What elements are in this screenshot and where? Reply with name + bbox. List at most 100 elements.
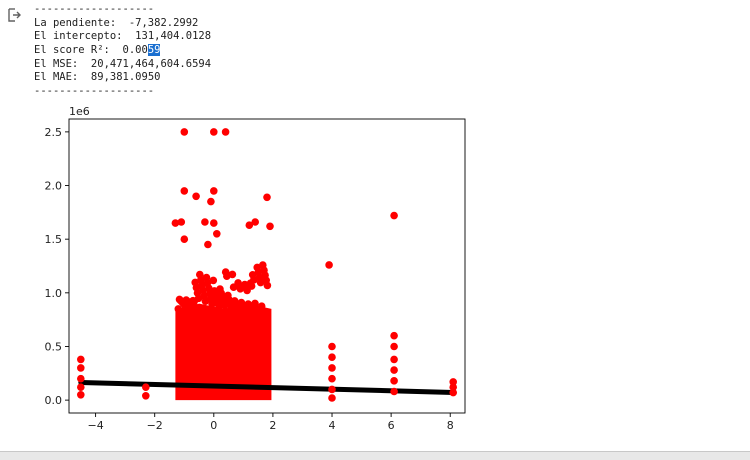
intercepto-value: 131,404.0128 [135, 30, 212, 43]
x-tick-label: 2 [269, 419, 276, 432]
scatter-point [390, 342, 398, 351]
scatter-point [229, 283, 238, 292]
horizontal-scrollbar[interactable] [0, 451, 750, 460]
scatter-point [201, 218, 209, 226]
score-line: El score R²: 0.0059 [34, 44, 211, 58]
y-tick-label: 1.0 [45, 287, 63, 300]
scatter-point [325, 261, 333, 269]
scatter-point [449, 383, 458, 392]
scatter-point [210, 187, 218, 195]
scatter-point [223, 272, 231, 281]
y-offset-text: 1e6 [69, 105, 90, 118]
scatter-point [390, 211, 398, 220]
scatter-point [390, 355, 398, 364]
scatter-point [77, 383, 85, 392]
scatter-point [177, 218, 186, 226]
scatter-point [171, 219, 180, 227]
scatter-point [181, 301, 189, 310]
scatter-point [210, 219, 218, 227]
dense-point-mass [175, 303, 272, 401]
axes-frame [68, 118, 466, 414]
scatter-point [192, 192, 200, 201]
pendiente-line: La pendiente: -7,382.2992 [34, 17, 211, 31]
intercepto-line: El intercepto: 131,404.0128 [34, 30, 211, 44]
mse-line: El MSE: 20,471,464,604.6594 [34, 58, 211, 72]
separator-bottom: ------------------- [34, 85, 155, 98]
scatter-point [215, 303, 223, 312]
x-tick-label: 8 [447, 419, 454, 432]
scatter-point [263, 281, 272, 290]
scatter-point [390, 366, 398, 374]
mse-label: El MSE: [34, 57, 79, 70]
scatter-point [328, 353, 336, 362]
mae-value: 89,381.0950 [90, 71, 161, 84]
score-label: El score R²: [34, 44, 110, 57]
scatter-point [142, 392, 150, 400]
scatter-point [239, 304, 248, 313]
x-tick-label: −2 [147, 419, 163, 432]
scatter-point [201, 297, 210, 306]
output-arrow-icon[interactable] [6, 7, 22, 23]
mse-value: 20,471,464,604.6594 [90, 57, 212, 70]
y-tick-label: 0.0 [45, 394, 63, 407]
pendiente-label: La pendiente: [34, 16, 117, 29]
x-tick-label: 0 [210, 419, 217, 432]
scatter-point [180, 128, 189, 136]
scatter-point [252, 304, 260, 313]
y-tick-label: 2.5 [45, 126, 63, 139]
scatter-point [245, 221, 254, 229]
y-tick-label: 0.5 [45, 340, 63, 353]
scatter-point [207, 197, 215, 206]
scatter-point [77, 364, 85, 372]
separator-top: ------------------- [34, 3, 155, 15]
scatter-point [77, 374, 85, 383]
scatter-point [208, 300, 216, 308]
plot-marks [77, 128, 458, 402]
scatter-point [449, 388, 458, 397]
x-tick-label: 6 [388, 419, 395, 432]
scatter-point [188, 302, 196, 310]
x-tick-label: 4 [329, 419, 336, 432]
scatter-point [180, 187, 189, 195]
mae-label: El MAE: [34, 71, 79, 84]
y-tick-label: 2.0 [45, 180, 63, 193]
scatter-point [233, 303, 241, 311]
scatter-point [266, 222, 274, 231]
scatter-point [210, 128, 218, 136]
scatter-point [328, 342, 336, 351]
scatter-point [213, 230, 221, 238]
pendiente-value: -7,382.2992 [128, 16, 199, 29]
score-value: 0.00 [122, 44, 148, 57]
scatter-point [194, 294, 203, 303]
scatter-point [174, 305, 183, 313]
scatter-point [250, 276, 258, 284]
scatter-point [328, 374, 336, 383]
scatter-point [449, 378, 458, 386]
scatter-point [142, 383, 150, 392]
scatter-point [328, 385, 336, 394]
scatter-point [390, 377, 398, 385]
scatter-point [221, 128, 230, 136]
scatter-point [256, 278, 265, 287]
y-tick-label: 1.5 [45, 233, 63, 246]
score-value-selection[interactable]: 59 [147, 44, 161, 57]
mae-line: El MAE: 89,381.0950 [34, 71, 211, 85]
scatter-point [227, 304, 236, 312]
x-tick-label: −4 [87, 419, 103, 432]
scatter-point [204, 240, 212, 249]
scatter-point [263, 193, 271, 202]
scatter-point [236, 285, 245, 293]
axis-ticks: −4 −2 0 2 4 6 8 0.0 0.5 1.0 1.5 2.0 2.5 [45, 126, 454, 432]
scatter-point [251, 218, 259, 226]
scatter-point [328, 394, 336, 402]
scatter-point [328, 364, 336, 372]
scatter-point [209, 276, 218, 285]
console-output: ------------------- La pendiente: -7,382… [34, 3, 211, 99]
scatter-point [180, 235, 189, 243]
scatter-point [77, 391, 85, 399]
scatter-point [77, 355, 85, 364]
intercepto-label: El intercepto: [34, 30, 123, 43]
scatter-point [390, 387, 398, 396]
scatter-point [243, 286, 251, 295]
